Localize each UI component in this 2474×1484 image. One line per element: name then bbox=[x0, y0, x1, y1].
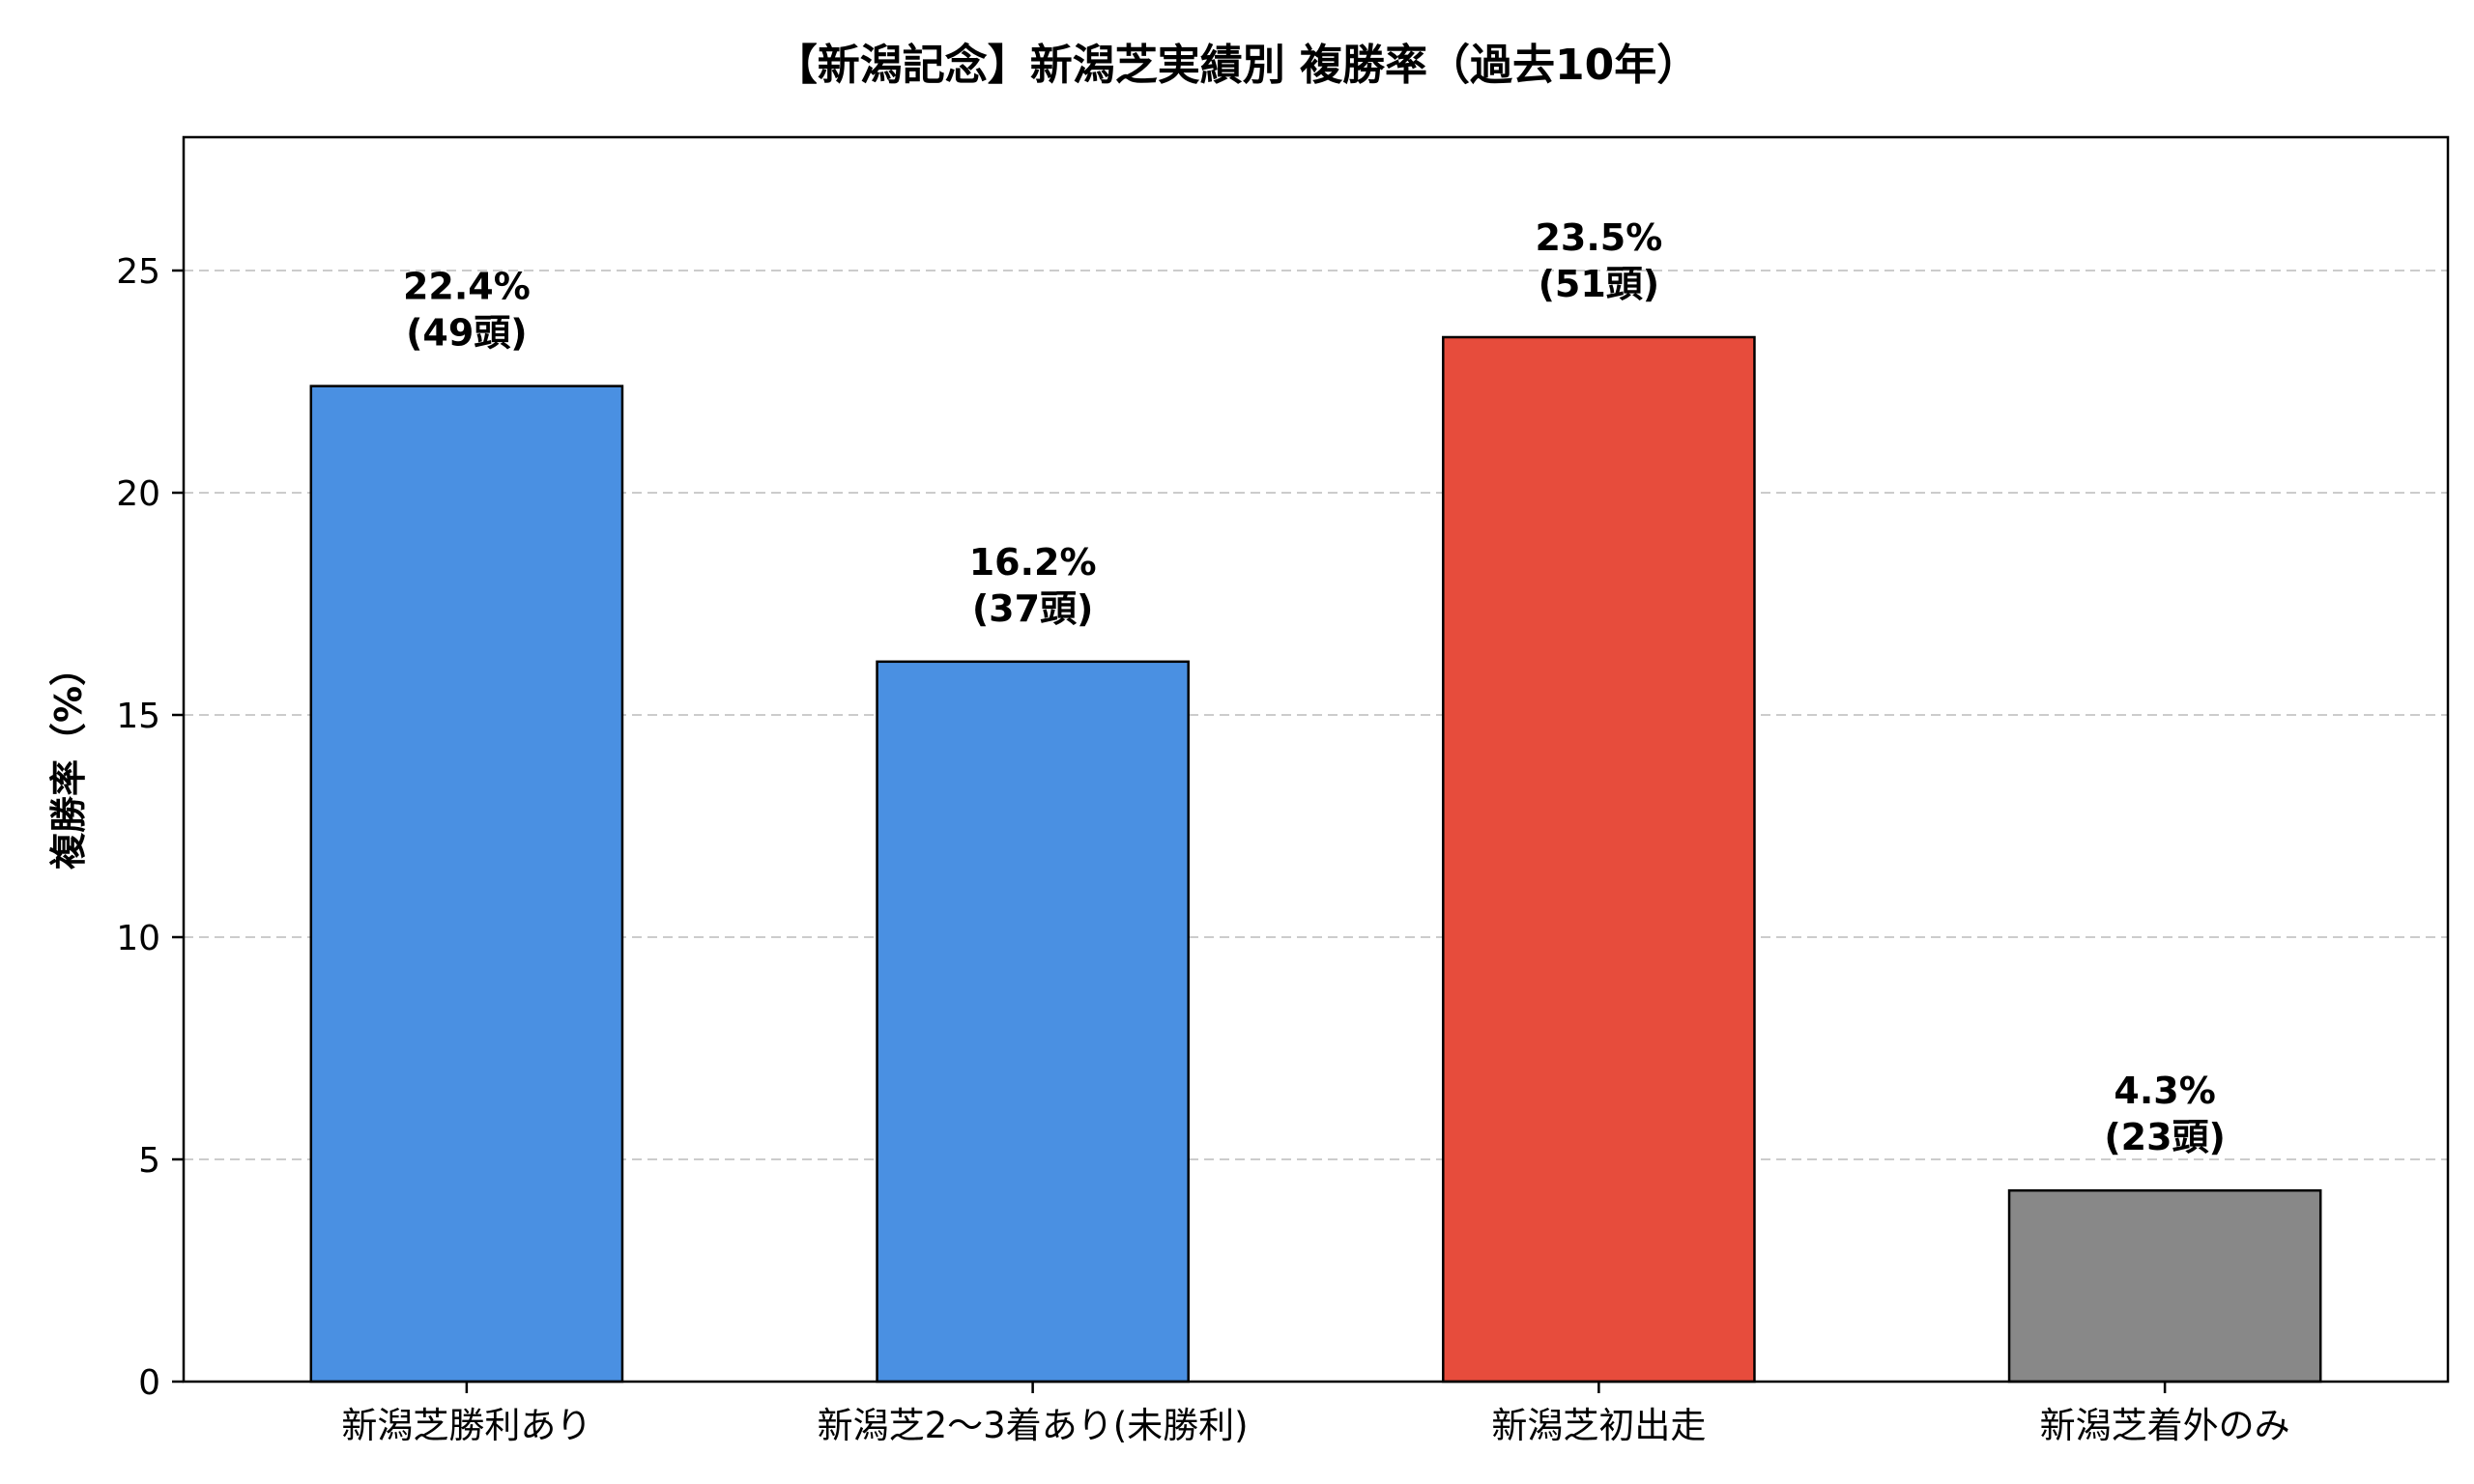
data-label-percent: 16.2% bbox=[969, 541, 1097, 584]
y-tick-label: 5 bbox=[138, 1141, 160, 1181]
data-label-count: (49頭) bbox=[406, 312, 528, 355]
y-axis-label: 複勝率（%） bbox=[47, 649, 90, 870]
bar bbox=[1442, 335, 1756, 1384]
data-label-count: (51頭) bbox=[1539, 263, 1660, 305]
x-tick-label: 新潟芝勝利あり bbox=[341, 1405, 591, 1446]
x-tick-label: 新潟芝2～3着あり(未勝利) bbox=[818, 1405, 1249, 1446]
x-tick-label: 新潟芝着外のみ bbox=[2040, 1405, 2290, 1446]
y-tick-label: 25 bbox=[116, 252, 160, 292]
y-tick-label: 15 bbox=[116, 697, 160, 736]
bars bbox=[309, 335, 2322, 1384]
data-label-count: (23頭) bbox=[2104, 1116, 2226, 1158]
x-axis-ticks: 新潟芝勝利あり 新潟芝2～3着あり(未勝利) 新潟芝初出走 新潟芝着外のみ bbox=[341, 1382, 2290, 1446]
bar bbox=[309, 385, 624, 1384]
bar bbox=[876, 660, 1190, 1384]
data-labels: 22.4%(49頭) 16.2%(37頭) 23.5%(51頭) 4.3%(23頭) bbox=[403, 216, 2226, 1158]
data-label-percent: 22.4% bbox=[403, 266, 531, 308]
plot-frame bbox=[182, 135, 2450, 1384]
chart-title: 【新潟記念】新潟芝実績別 複勝率（過去10年） bbox=[775, 41, 1700, 90]
y-tick-label: 0 bbox=[138, 1363, 160, 1403]
y-tick-label: 10 bbox=[116, 919, 160, 958]
data-label-percent: 23.5% bbox=[1535, 216, 1662, 259]
y-tick-label: 20 bbox=[116, 474, 160, 514]
x-tick-label: 新潟芝初出走 bbox=[1491, 1405, 1706, 1446]
y-axis-ticks: 0 5 10 15 20 25 bbox=[116, 252, 184, 1403]
data-label-count: (37頭) bbox=[972, 587, 1094, 630]
data-label-percent: 4.3% bbox=[2114, 1070, 2215, 1112]
bar bbox=[2007, 1188, 2322, 1384]
